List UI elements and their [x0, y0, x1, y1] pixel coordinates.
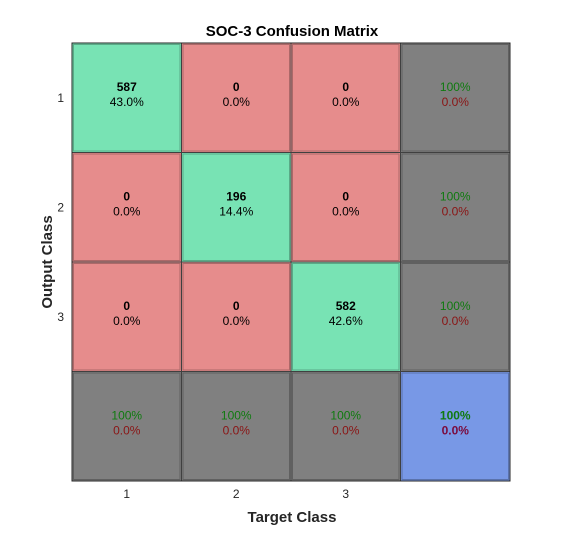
cell-r3-c1-bg	[71, 261, 182, 372]
column-summary-error: 0.0%	[223, 423, 251, 437]
column-summary-3-inner-border	[292, 372, 400, 480]
row-summary-correct: 100%	[440, 80, 471, 94]
overall-summary: 100%0.0%	[400, 371, 511, 482]
row-summary-correct: 100%	[440, 189, 471, 203]
row-summary-1: 100%0.0%	[400, 42, 511, 153]
column-summary-2-bg	[181, 371, 292, 482]
row-summary-error: 0.0%	[442, 95, 470, 109]
row-summary-error: 0.0%	[442, 314, 470, 328]
cell-r3-c1-inner-border	[73, 263, 181, 371]
column-summary-correct: 100%	[330, 408, 361, 422]
cell-count-label: 0	[342, 80, 349, 94]
cell-r2-c2-inner-border	[182, 153, 290, 261]
cell-percent-label: 0.0%	[332, 95, 360, 109]
cell-percent-label: 0.0%	[113, 204, 141, 218]
row-summary-1-bg	[400, 42, 511, 153]
cell-r3-c2-bg	[181, 261, 292, 372]
cell-count-label: 587	[117, 80, 137, 94]
column-summary-2: 100%0.0%	[181, 371, 292, 482]
axis-ticks: 1 2 3 1 2 3	[57, 91, 349, 501]
x-tick-label: 3	[342, 487, 349, 501]
y-axis-label: Output Class	[39, 215, 56, 308]
column-summary-3: 100%0.0%	[290, 371, 401, 482]
cell-r1-c2: 00.0%	[181, 42, 292, 153]
cell-r2-c1-bg	[71, 152, 182, 263]
cell-r2-c3-inner-border	[292, 153, 400, 261]
cell-r3-c3-bg	[290, 261, 401, 372]
cell-count-label: 0	[342, 189, 349, 203]
cell-r2-c1: 00.0%	[71, 152, 182, 263]
column-summary-2-inner-border	[182, 372, 290, 480]
cell-percent-label: 0.0%	[223, 95, 251, 109]
cell-percent-label: 0.0%	[223, 314, 251, 328]
cell-count-label: 0	[233, 299, 240, 313]
row-summary-1-inner-border	[401, 44, 509, 152]
cell-r2-c3: 00.0%	[290, 152, 401, 263]
x-tick-label: 1	[123, 487, 130, 501]
column-summary-correct: 100%	[111, 408, 142, 422]
y-tick-label: 2	[57, 200, 64, 214]
chart-title: SOC-3 Confusion Matrix	[206, 23, 379, 40]
x-tick-label: 2	[233, 487, 240, 501]
cell-r1-c1-inner-border	[73, 44, 181, 152]
column-summary-correct: 100%	[221, 408, 252, 422]
cell-r1-c2-bg	[181, 42, 292, 153]
cell-count-label: 0	[123, 299, 130, 313]
row-summary-3-inner-border	[401, 263, 509, 371]
overall-summary-inner-border	[401, 372, 509, 480]
column-summary-1-bg	[71, 371, 182, 482]
cell-r1-c1-bg	[71, 42, 182, 153]
column-summary-1: 100%0.0%	[71, 371, 182, 482]
cell-r3-c3-inner-border	[292, 263, 400, 371]
cell-r2-c3-bg	[290, 152, 401, 263]
cell-percent-label: 14.4%	[219, 204, 253, 218]
cell-r1-c3-bg	[290, 42, 401, 153]
row-summary-error: 0.0%	[442, 204, 470, 218]
cell-count-label: 582	[336, 299, 356, 313]
matrix-frame	[71, 42, 511, 482]
overall-correct: 100%	[440, 408, 471, 422]
cell-count-label: 196	[226, 189, 246, 203]
column-summary-error: 0.0%	[332, 423, 360, 437]
row-summary-3: 100%0.0%	[400, 261, 511, 372]
cell-r3-c1: 00.0%	[71, 261, 182, 372]
cell-r1-c2-inner-border	[182, 44, 290, 152]
row-summary-correct: 100%	[440, 299, 471, 313]
y-tick-label: 1	[57, 91, 64, 105]
cell-count-label: 0	[233, 80, 240, 94]
matrix-cells: 58743.0%00.0%00.0%00.0%19614.4%00.0%00.0…	[71, 42, 511, 482]
row-summary-2: 100%0.0%	[400, 152, 511, 263]
cell-r1-c3: 00.0%	[290, 42, 401, 153]
cell-r2-c1-inner-border	[73, 153, 181, 261]
cell-r3-c2: 00.0%	[181, 261, 292, 372]
cell-r2-c2-bg	[181, 152, 292, 263]
row-summary-3-bg	[400, 261, 511, 372]
y-tick-label: 3	[57, 310, 64, 324]
cell-percent-label: 0.0%	[332, 204, 360, 218]
x-axis-label: Target Class	[248, 509, 337, 526]
cell-percent-label: 42.6%	[329, 314, 363, 328]
row-summary-2-inner-border	[401, 153, 509, 261]
cell-percent-label: 43.0%	[110, 95, 144, 109]
cell-percent-label: 0.0%	[113, 314, 141, 328]
overall-summary-bg	[400, 371, 511, 482]
column-summary-error: 0.0%	[113, 423, 141, 437]
cell-r3-c2-inner-border	[182, 263, 290, 371]
column-summary-1-inner-border	[73, 372, 181, 480]
overall-error: 0.0%	[442, 423, 470, 437]
cell-count-label: 0	[123, 189, 130, 203]
cell-r1-c3-inner-border	[292, 44, 400, 152]
